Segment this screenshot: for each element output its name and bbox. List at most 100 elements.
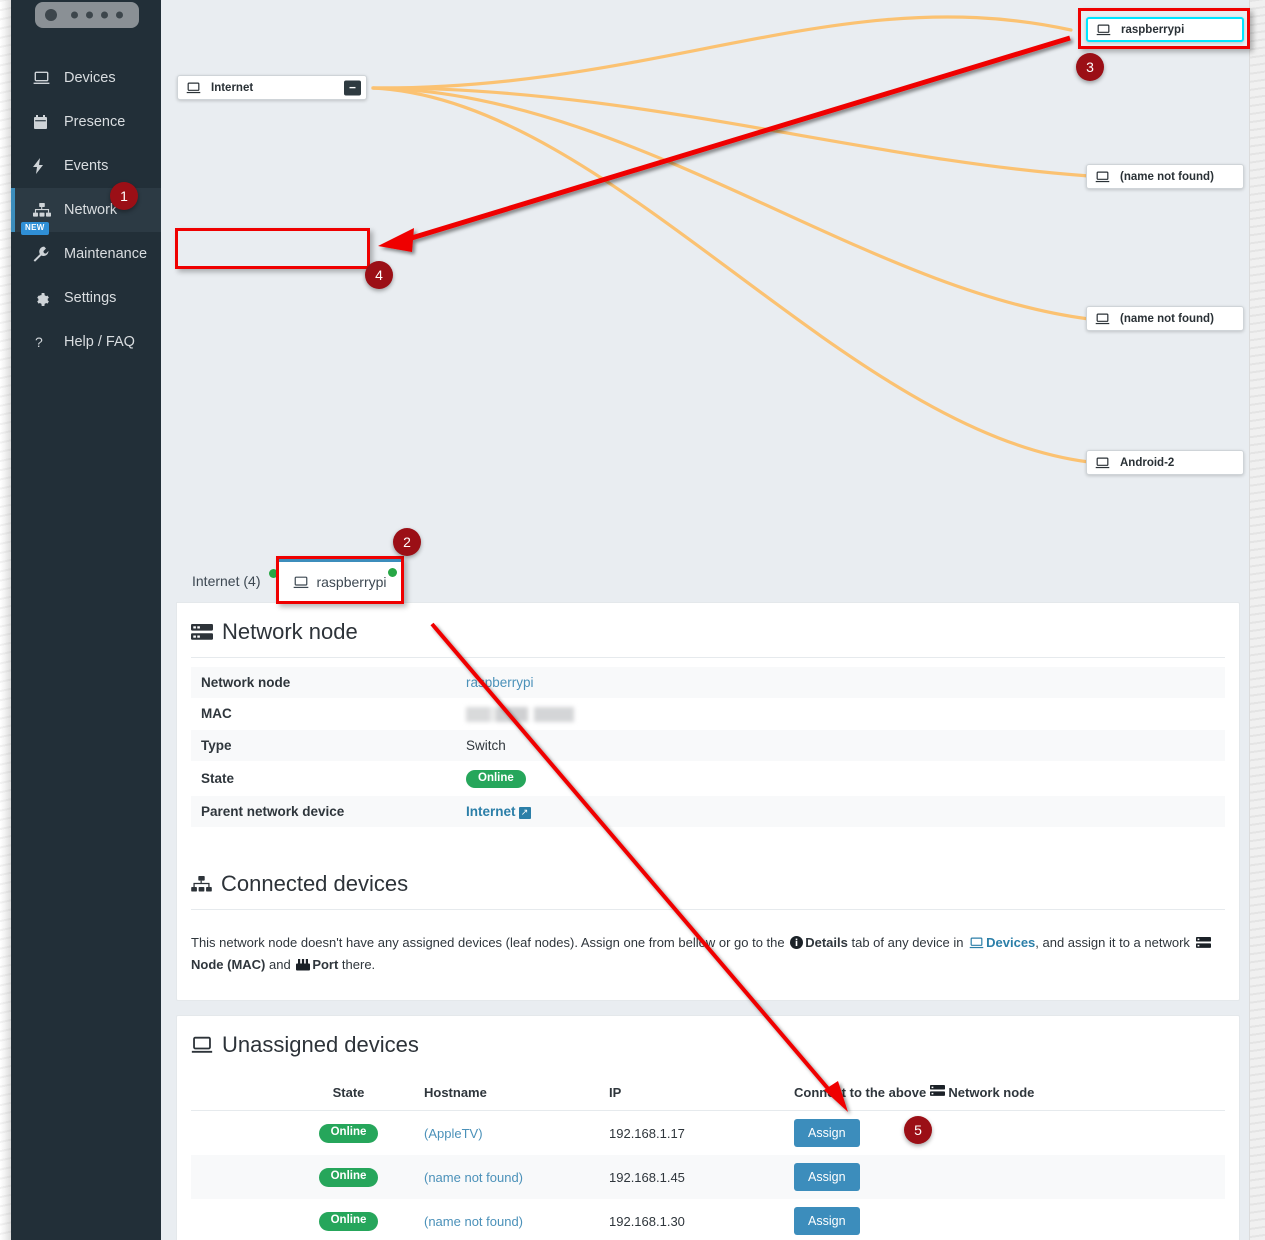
hostname-link[interactable]: (AppleTV) [424, 1125, 483, 1141]
assign-button[interactable]: Assign [794, 1163, 860, 1191]
note-text-1: This network node doesn't have any assig… [191, 935, 789, 951]
tab-label: Internet (4) [192, 573, 261, 589]
hostname-link[interactable]: (name not found) [424, 1213, 524, 1229]
note-devices-link[interactable]: Devices [986, 935, 1036, 951]
sidebar-item-maintenance[interactable]: NEW Maintenance [11, 222, 161, 276]
laptop-icon [186, 82, 201, 94]
card-title: Network node [222, 619, 358, 644]
note-details-label: Details [805, 935, 848, 951]
table-row: Parent network device Internet ↗ [191, 796, 1225, 828]
row-key: Type [201, 737, 232, 753]
row-key: State [201, 771, 235, 787]
sidebar-item-label: Network [64, 202, 118, 218]
status-badge: Online [318, 1124, 379, 1143]
hostname-link[interactable]: (name not found) [424, 1169, 524, 1185]
cell-hostname: (name not found) [416, 1155, 601, 1199]
table-row: Online (name not found) 192.168.1.30 Ass… [191, 1199, 1225, 1240]
laptop-icon [293, 576, 309, 589]
collapse-node-button[interactable]: − [344, 80, 361, 95]
parent-device-link[interactable]: Internet [466, 804, 516, 820]
network-node-heading: Network node [177, 603, 1239, 657]
sidebar-item-devices[interactable]: Devices [11, 56, 161, 100]
network-node-raspberrypi[interactable]: raspberrypi [1086, 17, 1244, 42]
connect-prefix: Connect to the above [794, 1085, 930, 1100]
note-port-label: Port [312, 956, 339, 972]
external-link-icon: ↗ [518, 806, 531, 819]
column-header-hostname[interactable]: Hostname [416, 1074, 601, 1111]
column-header-connect: Connect to the above Network node [786, 1074, 1225, 1111]
network-node-details-table: Network node raspberrypi MAC Type Switch [191, 667, 1225, 828]
server-icon [191, 623, 213, 641]
wrench-icon [33, 246, 55, 262]
row-value: Switch [466, 737, 506, 753]
tab-internet[interactable]: Internet (4) [176, 559, 279, 603]
marker-2: 2 [393, 528, 421, 556]
cell-state: Online [281, 1199, 416, 1240]
sidebar-item-label: Presence [64, 114, 126, 130]
table-header-row: State Hostname IP Connect to the above N… [191, 1074, 1225, 1111]
unassigned-devices-heading: Unassigned devices [177, 1016, 1239, 1070]
server-icon [929, 1085, 945, 1100]
marker-3: 3 [1076, 53, 1104, 81]
network-node-unnamed-2[interactable]: (name not found) [1086, 306, 1244, 331]
table-row: MAC [191, 698, 1225, 730]
cell-action: Assign [786, 1199, 1225, 1240]
gear-icon [33, 290, 55, 306]
svg-text:?: ? [35, 334, 43, 350]
note-and: and [265, 956, 295, 972]
calendar-icon [33, 114, 55, 130]
network-node-value-link[interactable]: raspberrypi [466, 675, 534, 690]
marker-5: 5 [904, 1116, 932, 1144]
bolt-icon [33, 158, 55, 174]
network-node-label: (name not found) [1120, 312, 1214, 325]
laptop-icon [191, 1036, 213, 1054]
laptop-icon [1095, 313, 1110, 325]
network-node-unnamed-1[interactable]: (name not found) [1086, 164, 1244, 189]
sidebar-item-label: Devices [64, 70, 116, 86]
card-title: Unassigned devices [222, 1032, 419, 1057]
sidebar: Devices Presence Event [11, 0, 161, 1240]
row-key: MAC [201, 706, 232, 722]
marker-4: 4 [365, 261, 393, 289]
sidebar-item-help-faq[interactable]: ? Help / FAQ [11, 320, 161, 364]
note-text-3: , and assign it to a network [1035, 935, 1194, 951]
sidebar-item-label: Help / FAQ [64, 334, 135, 350]
sidebar-item-events[interactable]: Events [11, 144, 161, 188]
network-node-label: Internet [211, 81, 254, 94]
network-node-label: raspberrypi [1121, 23, 1185, 36]
cell-state: Online [281, 1111, 416, 1156]
cell-action: Assign [786, 1111, 1225, 1156]
marker-1: 1 [110, 182, 138, 210]
sidebar-item-settings[interactable]: Settings [11, 276, 161, 320]
column-header-state[interactable]: State [281, 1074, 416, 1111]
table-row: Type Switch [191, 729, 1225, 761]
table-row: Network node raspberrypi [191, 667, 1225, 698]
tab-label: raspberrypi [316, 574, 387, 590]
sidebar-item-presence[interactable]: Presence [11, 100, 161, 144]
node-tabs: Internet (4) raspberrypi [176, 556, 1240, 603]
network-node-internet[interactable]: Internet − [177, 75, 367, 100]
row-key: Network node [201, 675, 291, 690]
table-row: State Online [191, 761, 1225, 797]
table-row: Online (name not found) 192.168.1.45 Ass… [191, 1155, 1225, 1199]
page-left-edge [0, 0, 11, 1240]
sidebar-nav: Devices Presence Event [11, 56, 161, 364]
sitemap-icon [33, 203, 55, 217]
sidebar-item-label: Events [64, 158, 109, 174]
status-badge: Online [466, 769, 526, 789]
divider [191, 657, 1225, 658]
tab-raspberrypi[interactable]: raspberrypi [276, 559, 404, 603]
network-node-label: (name not found) [1120, 170, 1214, 183]
column-header-ip[interactable]: IP [601, 1074, 786, 1111]
connected-devices-note: This network node doesn't have any assig… [177, 910, 1239, 975]
cell-hostname: (AppleTV) [416, 1111, 601, 1156]
annotation-box-internet-node [175, 228, 370, 269]
unassigned-devices-card: Unassigned devices State Hostname IP Con… [176, 1015, 1240, 1240]
info-icon [790, 936, 804, 950]
network-node-android-2[interactable]: Android-2 [1086, 450, 1244, 475]
cell-hostname: (name not found) [416, 1199, 601, 1240]
assign-button[interactable]: Assign [794, 1119, 860, 1147]
assign-button[interactable]: Assign [794, 1207, 860, 1235]
laptop-icon [33, 71, 55, 85]
server-icon [1195, 936, 1211, 949]
